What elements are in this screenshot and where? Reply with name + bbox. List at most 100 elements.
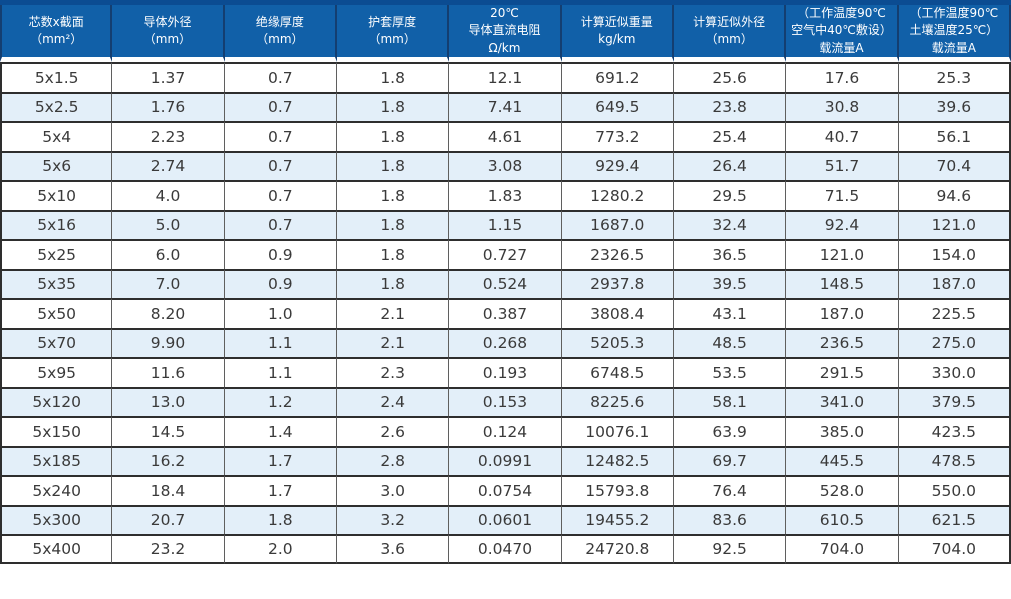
table-cell: 19455.2 (561, 504, 674, 535)
table-cell: 121.0 (786, 239, 899, 269)
table-cell: 24720.8 (561, 534, 674, 564)
table-cell: 0.9 (224, 239, 337, 269)
table-cell: 1.8 (336, 239, 450, 269)
table-cell: 0.0601 (449, 504, 562, 535)
table-cell: 2.1 (336, 298, 450, 328)
header-cell-cores-section: 芯数x截面 （mm²） (0, 5, 113, 63)
table-cell: 3.08 (449, 150, 562, 181)
table-cell: 2.3 (336, 357, 450, 387)
table-cell: 0.193 (449, 357, 562, 387)
table-cell: 1.8 (336, 180, 450, 210)
table-row: 5x70 9.90 1.1 2.1 0.268 5205.3 48.5 236.5 275.0 (0, 327, 1011, 358)
table-cell: 1.8 (224, 504, 337, 535)
table-cell: 48.5 (673, 327, 787, 358)
table-cell: 5x95 (0, 357, 113, 387)
table-cell: 92.5 (673, 534, 787, 564)
table-cell: 1.7 (224, 475, 337, 505)
table-cell: 0.0754 (449, 475, 562, 505)
table-cell: 2.1 (336, 327, 450, 358)
table-cell: 15793.8 (561, 475, 674, 505)
table-cell: 691.2 (561, 62, 674, 92)
table-cell: 18.4 (112, 475, 225, 505)
table-cell: 704.0 (786, 534, 899, 564)
table-cell: 154.0 (898, 239, 1011, 269)
table-cell: 71.5 (786, 180, 899, 210)
table-cell: 17.6 (786, 62, 899, 92)
table-cell: 36.5 (673, 239, 787, 269)
table-cell: 5x2.5 (0, 91, 113, 122)
table-cell: 51.7 (786, 150, 899, 181)
table-cell: 12.1 (449, 62, 562, 92)
table-cell: 0.7 (224, 91, 337, 122)
table-cell: 1.37 (112, 62, 225, 92)
header-cell-ampacity-air: （工作温度90℃ 空气中40℃敷设） 载流量A (786, 5, 899, 63)
table-cell: 1.7 (224, 445, 337, 476)
table-cell: 5x240 (0, 475, 113, 505)
header-cell-approx-diameter: 计算近似外径 （mm） (673, 5, 787, 63)
table-cell: 23.2 (112, 534, 225, 564)
table-cell: 1.8 (336, 150, 450, 181)
table-cell: 2.4 (336, 386, 450, 417)
table-row: 5x150 14.5 1.4 2.6 0.124 10076.1 63.9 385.0 423.… (0, 416, 1011, 446)
cable-spec-table: 芯数x截面 （mm²） 导体外径 （mm） 绝缘厚度 （mm） 护套厚度 （mm… (0, 5, 1011, 564)
table-cell: 14.5 (112, 416, 225, 446)
table-row: 5x4 2.23 0.7 1.8 4.61 773.2 25.4 40.7 56.1 (0, 121, 1011, 151)
table-body: 5x1.5 1.37 0.7 1.8 12.1 691.2 25.6 17.6 25.3 5x2.… (0, 62, 1011, 564)
table-cell: 0.9 (224, 268, 337, 299)
table-cell: 5205.3 (561, 327, 674, 358)
table-cell: 0.7 (224, 180, 337, 210)
table-row: 5x120 13.0 1.2 2.4 0.153 8225.6 58.1 341.0 379.5 (0, 386, 1011, 417)
table-cell: 1.8 (336, 268, 450, 299)
table-cell: 236.5 (786, 327, 899, 358)
table-cell: 8225.6 (561, 386, 674, 417)
table-cell: 9.90 (112, 327, 225, 358)
table-cell: 0.387 (449, 298, 562, 328)
table-row: 5x35 7.0 0.9 1.8 0.524 2937.8 39.5 148.5 187.0 (0, 268, 1011, 299)
table-cell: 25.4 (673, 121, 787, 151)
table-cell: 12482.5 (561, 445, 674, 476)
table-cell: 1687.0 (561, 209, 674, 240)
table-cell: 0.0991 (449, 445, 562, 476)
table-row: 5x2.5 1.76 0.7 1.8 7.41 649.5 23.8 30.8 39.6 (0, 91, 1011, 122)
table-row: 5x50 8.20 1.0 2.1 0.387 3808.4 43.1 187.0 225.5 (0, 298, 1011, 328)
table-row: 5x95 11.6 1.1 2.3 0.193 6748.5 53.5 291.5 330.0 (0, 357, 1011, 387)
table-cell: 13.0 (112, 386, 225, 417)
table-cell: 291.5 (786, 357, 899, 387)
table-cell: 11.6 (112, 357, 225, 387)
table-cell: 550.0 (898, 475, 1011, 505)
header-row: 芯数x截面 （mm²） 导体外径 （mm） 绝缘厚度 （mm） 护套厚度 （mm… (0, 5, 1011, 63)
table-cell: 1.8 (336, 121, 450, 151)
table-row: 5x10 4.0 0.7 1.8 1.83 1280.2 29.5 71.5 94.6 (0, 180, 1011, 210)
table-cell: 5x70 (0, 327, 113, 358)
table-cell: 92.4 (786, 209, 899, 240)
table-cell: 1.15 (449, 209, 562, 240)
table-cell: 704.0 (898, 534, 1011, 564)
table-cell: 2.8 (336, 445, 450, 476)
table-cell: 528.0 (786, 475, 899, 505)
table-cell: 0.153 (449, 386, 562, 417)
table-cell: 3.0 (336, 475, 450, 505)
header-cell-approx-weight: 计算近似重量 kg/km (561, 5, 674, 63)
table-cell: 5x185 (0, 445, 113, 476)
table-cell: 225.5 (898, 298, 1011, 328)
table-top-accent-bar (0, 0, 1011, 5)
table-cell: 0.7 (224, 209, 337, 240)
table-cell: 5x150 (0, 416, 113, 446)
table-cell: 53.5 (673, 357, 787, 387)
table-cell: 379.5 (898, 386, 1011, 417)
table-cell: 94.6 (898, 180, 1011, 210)
table-row: 5x300 20.7 1.8 3.2 0.0601 19455.2 83.6 610.5 621… (0, 504, 1011, 535)
table-row: 5x6 2.74 0.7 1.8 3.08 929.4 26.4 51.7 70.4 (0, 150, 1011, 181)
table-cell: 1280.2 (561, 180, 674, 210)
table-cell: 56.1 (898, 121, 1011, 151)
table-cell: 649.5 (561, 91, 674, 122)
table-cell: 6748.5 (561, 357, 674, 387)
table-cell: 187.0 (898, 268, 1011, 299)
table-cell: 32.4 (673, 209, 787, 240)
table-cell: 610.5 (786, 504, 899, 535)
table-cell: 7.0 (112, 268, 225, 299)
table-cell: 1.4 (224, 416, 337, 446)
table-cell: 2937.8 (561, 268, 674, 299)
table-cell: 25.6 (673, 62, 787, 92)
table-cell: 2.0 (224, 534, 337, 564)
